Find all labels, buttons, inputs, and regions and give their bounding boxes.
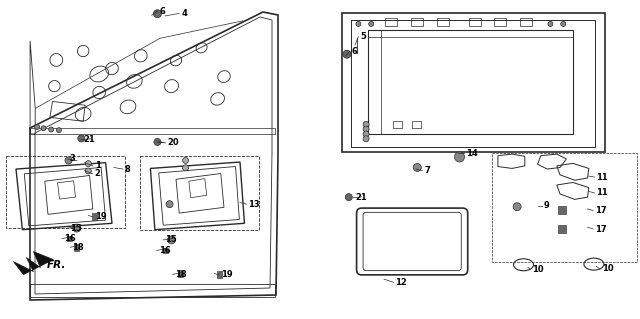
Text: 6: 6 bbox=[352, 47, 358, 56]
Circle shape bbox=[168, 236, 175, 244]
Bar bbox=[385, 18, 397, 26]
Text: 17: 17 bbox=[595, 225, 607, 234]
Text: 10: 10 bbox=[602, 264, 613, 273]
Bar bbox=[411, 18, 423, 26]
Circle shape bbox=[73, 224, 81, 232]
Circle shape bbox=[561, 21, 566, 26]
Text: 14: 14 bbox=[466, 149, 477, 158]
Text: 18: 18 bbox=[175, 270, 186, 279]
Circle shape bbox=[166, 201, 173, 208]
Circle shape bbox=[65, 157, 72, 164]
Text: 15: 15 bbox=[165, 235, 177, 244]
Circle shape bbox=[41, 126, 46, 131]
Text: 2: 2 bbox=[95, 169, 100, 178]
Text: 21: 21 bbox=[355, 193, 367, 202]
Text: 7: 7 bbox=[424, 166, 430, 175]
Circle shape bbox=[454, 152, 465, 162]
Circle shape bbox=[356, 21, 361, 26]
Circle shape bbox=[154, 138, 161, 145]
Circle shape bbox=[363, 136, 369, 142]
Text: 16: 16 bbox=[159, 246, 170, 255]
Text: 3: 3 bbox=[69, 154, 75, 163]
Bar bbox=[520, 18, 532, 26]
Text: 19: 19 bbox=[221, 271, 232, 279]
Circle shape bbox=[369, 21, 374, 26]
Circle shape bbox=[343, 50, 351, 58]
Circle shape bbox=[548, 21, 553, 26]
Bar bbox=[412, 122, 421, 129]
Bar bbox=[74, 244, 79, 251]
Text: 13: 13 bbox=[248, 200, 260, 209]
Circle shape bbox=[49, 127, 54, 132]
Bar bbox=[558, 225, 566, 233]
Text: 9: 9 bbox=[544, 201, 550, 210]
Text: 15: 15 bbox=[70, 224, 81, 233]
Circle shape bbox=[513, 203, 521, 211]
Text: 16: 16 bbox=[64, 234, 76, 243]
Bar bbox=[393, 122, 402, 129]
Text: 21: 21 bbox=[83, 135, 95, 144]
Circle shape bbox=[363, 126, 369, 132]
Text: 10: 10 bbox=[532, 265, 544, 274]
Bar bbox=[163, 248, 168, 253]
Circle shape bbox=[78, 135, 84, 142]
Bar bbox=[92, 213, 97, 220]
Circle shape bbox=[363, 122, 369, 127]
Circle shape bbox=[56, 128, 61, 133]
Circle shape bbox=[85, 161, 92, 167]
Text: 1: 1 bbox=[95, 161, 100, 170]
Text: 8: 8 bbox=[125, 165, 131, 174]
Polygon shape bbox=[13, 252, 53, 275]
Text: 5: 5 bbox=[360, 32, 366, 41]
Circle shape bbox=[413, 163, 421, 172]
Circle shape bbox=[363, 131, 369, 137]
Text: 4: 4 bbox=[181, 9, 187, 18]
Text: FR.: FR. bbox=[46, 260, 66, 270]
Text: 17: 17 bbox=[595, 206, 607, 215]
Text: 6: 6 bbox=[159, 7, 165, 16]
Circle shape bbox=[35, 124, 40, 130]
Bar bbox=[558, 206, 566, 214]
Circle shape bbox=[85, 168, 92, 174]
Text: 12: 12 bbox=[396, 278, 407, 287]
Circle shape bbox=[182, 165, 189, 171]
Text: 11: 11 bbox=[596, 173, 608, 182]
Circle shape bbox=[182, 158, 189, 163]
Bar bbox=[217, 271, 222, 278]
Text: 20: 20 bbox=[168, 138, 179, 147]
Circle shape bbox=[346, 194, 352, 201]
Text: 19: 19 bbox=[95, 212, 106, 221]
Bar bbox=[178, 270, 183, 277]
Text: 11: 11 bbox=[596, 189, 608, 197]
Bar bbox=[468, 18, 481, 26]
Bar bbox=[494, 18, 506, 26]
Circle shape bbox=[154, 10, 161, 18]
Bar bbox=[436, 18, 449, 26]
Bar bbox=[67, 236, 72, 241]
Text: 18: 18 bbox=[72, 243, 84, 252]
